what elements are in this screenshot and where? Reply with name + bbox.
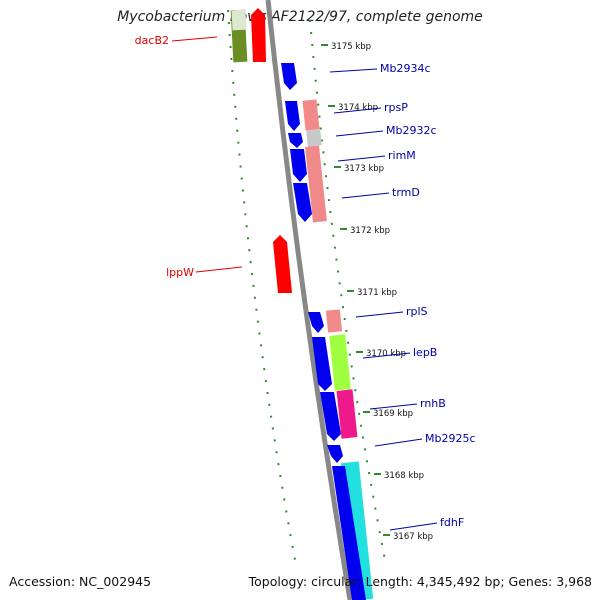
- cog-band-segment: [231, 9, 247, 31]
- gene-fdhF-arrow[interactable]: [332, 466, 366, 600]
- gene-leader-line: [337, 155, 386, 162]
- gene-leader-line: [341, 192, 390, 199]
- gene-label-trmD[interactable]: trmD: [392, 186, 420, 199]
- gene-Mb2925c-arrow[interactable]: [327, 445, 343, 463]
- map-title: Mycobacterium bovis AF2122/97, complete …: [117, 9, 483, 25]
- cog-band-segment: [336, 389, 358, 439]
- tick-label: 3173 kbp: [344, 164, 384, 174]
- gene-label-rimM[interactable]: rimM: [388, 149, 416, 162]
- tick-labels: 3175 kbp 3174 kbp 3173 kbp 3172 kbp 3171 kbp…: [321, 42, 433, 542]
- reverse-genes: [281, 63, 366, 600]
- gene-leader-line: [335, 130, 384, 137]
- cog-band-segment: [305, 145, 327, 223]
- gene-labels: dacB2 Mb2934c rpsP Mb2932c rimM trmD lppW rplS l…: [135, 34, 476, 531]
- gene-leader-line: [369, 403, 418, 410]
- cog-band-segment: [302, 99, 320, 131]
- gene-label-fdhF[interactable]: fdhF: [440, 516, 464, 529]
- accession-label: Accession: NC_002945: [9, 574, 152, 589]
- forward-genes: [251, 8, 292, 293]
- gene-dacB2-arrow[interactable]: [251, 8, 266, 62]
- gene-rpsP-arrow[interactable]: [285, 101, 300, 131]
- gene-label-lppW[interactable]: lppW: [166, 266, 194, 279]
- outer-tick-rail: [309, 19, 386, 561]
- genome-summary: Topology: circular; Length: 4,345,492 bp…: [248, 574, 592, 589]
- gene-Mb2932c-arrow[interactable]: [288, 133, 303, 148]
- gene-rimM-arrow[interactable]: [290, 149, 307, 182]
- gene-lppW-arrow[interactable]: [273, 235, 292, 293]
- gene-trmD-arrow[interactable]: [293, 183, 312, 222]
- gene-leader-line: [362, 352, 411, 359]
- gene-label-dacB2[interactable]: dacB2: [135, 34, 169, 47]
- gene-lepB-arrow[interactable]: [312, 337, 332, 391]
- cog-band-segment: [306, 129, 322, 147]
- gene-Mb2934c-arrow[interactable]: [281, 63, 297, 90]
- gene-rnhB-arrow[interactable]: [320, 392, 341, 441]
- gene-leader-line: [171, 36, 218, 42]
- gene-label-lepB[interactable]: lepB: [413, 346, 437, 359]
- tick-label: 3169 kbp: [373, 409, 413, 419]
- gene-label-Mb2932c[interactable]: Mb2932c: [386, 124, 437, 137]
- tick-label: 3170 kbp: [366, 349, 406, 359]
- genome-backbone: [265, 0, 353, 600]
- cog-band-segment: [329, 334, 351, 391]
- tick-label: 3172 kbp: [350, 226, 390, 236]
- gene-rplS-arrow[interactable]: [308, 312, 324, 333]
- gene-leader-line: [333, 107, 382, 114]
- gene-label-rpsP[interactable]: rpsP: [384, 101, 408, 114]
- gene-leader-line: [374, 438, 423, 447]
- gene-leader-line: [329, 68, 378, 73]
- gene-label-Mb2934c[interactable]: Mb2934c: [380, 62, 431, 75]
- tick-label: 3175 kbp: [331, 42, 371, 52]
- gene-label-rnhB[interactable]: rnhB: [420, 397, 446, 410]
- gene-label-rplS[interactable]: rplS: [406, 305, 428, 318]
- gene-leader-line: [355, 311, 404, 318]
- inner-tick-rail: [227, 9, 296, 561]
- tick-label: 3171 kbp: [357, 288, 397, 298]
- cog-band-segment: [325, 309, 343, 333]
- gene-label-Mb2925c[interactable]: Mb2925c: [425, 432, 476, 445]
- tick-label: 3167 kbp: [393, 532, 433, 542]
- tick-label: 3174 kbp: [338, 103, 378, 113]
- gene-leader-line: [195, 266, 243, 273]
- tick-label: 3168 kbp: [384, 471, 424, 481]
- gene-leader-line: [389, 522, 438, 531]
